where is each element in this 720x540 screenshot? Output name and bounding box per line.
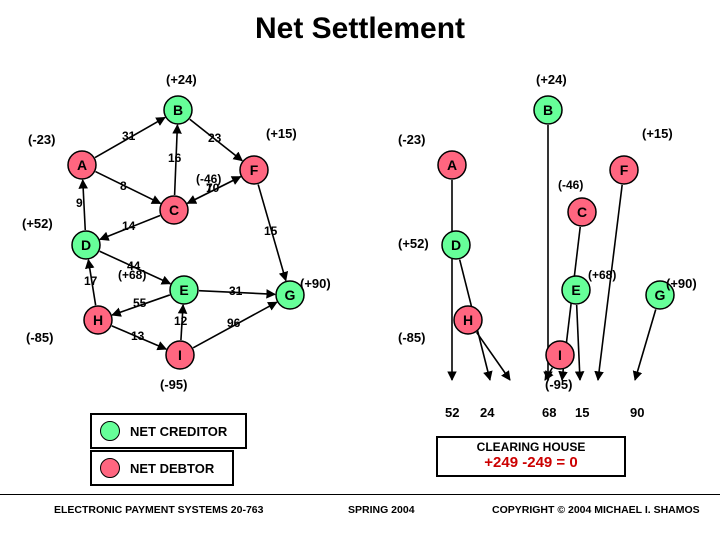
node-E: E bbox=[179, 282, 188, 298]
node-D: D bbox=[451, 237, 461, 253]
legend-creditor-label: NET CREDITOR bbox=[130, 424, 227, 439]
left-h-ann: (-85) bbox=[26, 330, 53, 345]
left-g-right-ann: (+90) bbox=[300, 276, 331, 291]
left-d-ann: (+52) bbox=[22, 216, 53, 231]
right-f-right-ann: (+15) bbox=[642, 126, 673, 141]
right-g-right-ann: (+90) bbox=[666, 276, 697, 291]
node-B: B bbox=[543, 102, 553, 118]
legend-debtor: NET DEBTOR bbox=[90, 450, 234, 486]
node-H: H bbox=[93, 312, 103, 328]
edge-label: 8 bbox=[120, 179, 127, 193]
node-B: B bbox=[173, 102, 183, 118]
arrow-value: 90 bbox=[630, 405, 644, 420]
edge-label: 55 bbox=[133, 296, 146, 310]
clearing-house-equation: +249 -249 = 0 bbox=[448, 454, 614, 471]
footer-left: ELECTRONIC PAYMENT SYSTEMS 20-763 bbox=[54, 504, 263, 516]
clearing-house-box: CLEARING HOUSE +249 -249 = 0 bbox=[436, 436, 626, 477]
right-f-inner-ann: (-46) bbox=[558, 178, 583, 192]
edge-label: 16 bbox=[168, 151, 181, 165]
debtor-swatch bbox=[100, 458, 120, 478]
edge-label: 17 bbox=[84, 274, 97, 288]
footer-divider bbox=[0, 494, 720, 495]
node-A: A bbox=[77, 157, 87, 173]
edge-label: 9 bbox=[76, 196, 83, 210]
right-d-ann: (+52) bbox=[398, 236, 429, 251]
edge-label: 12 bbox=[174, 314, 187, 328]
clearing-house-title: CLEARING HOUSE bbox=[448, 440, 614, 454]
arrow-value: 15 bbox=[575, 405, 589, 420]
creditor-swatch bbox=[100, 421, 120, 441]
node-G: G bbox=[655, 287, 666, 303]
node-E: E bbox=[571, 282, 580, 298]
node-I: I bbox=[178, 347, 182, 363]
node-A: A bbox=[447, 157, 457, 173]
footer-center: SPRING 2004 bbox=[348, 504, 415, 516]
left-f-right-ann: (+15) bbox=[266, 126, 297, 141]
edge-label: 31 bbox=[229, 284, 242, 298]
node-H: H bbox=[463, 312, 473, 328]
right-a-ann: (-23) bbox=[398, 132, 425, 147]
edge-label: 44 bbox=[127, 259, 140, 273]
edge-label: 13 bbox=[131, 329, 144, 343]
arrow-value: 24 bbox=[480, 405, 494, 420]
edge-label: 23 bbox=[208, 131, 221, 145]
legend-debtor-label: NET DEBTOR bbox=[130, 461, 214, 476]
right-e-inner-ann: (+68) bbox=[588, 268, 616, 282]
right-h-ann: (-85) bbox=[398, 330, 425, 345]
edge-label: 31 bbox=[122, 129, 135, 143]
edge-label: 14 bbox=[122, 219, 135, 233]
footer-right: COPYRIGHT © 2004 MICHAEL I. SHAMOS bbox=[492, 504, 700, 516]
left-i-ann: (-95) bbox=[160, 377, 187, 392]
node-I: I bbox=[558, 347, 562, 363]
node-F: F bbox=[620, 162, 629, 178]
legend-creditor: NET CREDITOR bbox=[90, 413, 247, 449]
node-G: G bbox=[285, 287, 296, 303]
node-D: D bbox=[81, 237, 91, 253]
right-top-ann: (+24) bbox=[536, 72, 567, 87]
left-top-ann: (+24) bbox=[166, 72, 197, 87]
edge-label: 96 bbox=[227, 316, 240, 330]
right-i-ann: (-95) bbox=[545, 377, 572, 392]
arrow-value: 68 bbox=[542, 405, 556, 420]
node-C: C bbox=[169, 202, 179, 218]
edge-label: 10 bbox=[206, 181, 219, 195]
node-F: F bbox=[250, 162, 259, 178]
edge-label: 15 bbox=[264, 224, 277, 238]
arrow-value: 52 bbox=[445, 405, 459, 420]
node-C: C bbox=[577, 204, 587, 220]
left-a-ann: (-23) bbox=[28, 132, 55, 147]
